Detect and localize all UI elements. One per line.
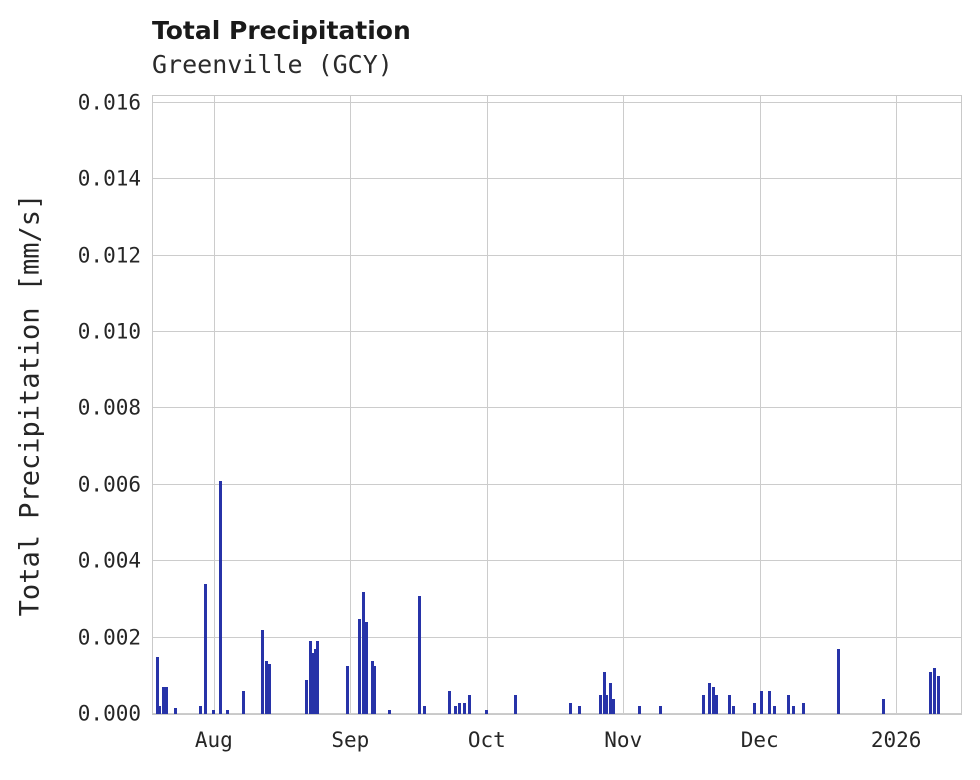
- grid-line-x: [623, 96, 625, 714]
- grid-line-x: [486, 96, 488, 714]
- x-tick-label: Aug: [194, 728, 233, 752]
- precip-bar: [602, 672, 606, 714]
- precip-bar: [309, 641, 313, 714]
- precip-bar: [362, 591, 366, 714]
- precip-bar: [457, 702, 461, 714]
- precip-bar: [467, 694, 471, 714]
- y-tick-label: 0.002: [77, 625, 141, 650]
- precip-bar: [226, 710, 229, 714]
- x-tick-label: Dec: [740, 728, 779, 752]
- precip-bar: [728, 694, 732, 714]
- precip-bar: [732, 706, 736, 714]
- precip-bar: [759, 691, 763, 714]
- precip-bar: [422, 706, 426, 714]
- precip-bar: [388, 710, 392, 714]
- precip-bar: [882, 698, 886, 714]
- grid-line-y: [153, 407, 961, 409]
- precip-bar: [311, 652, 315, 714]
- precip-bar: [463, 702, 467, 714]
- grid-line-x: [213, 96, 215, 714]
- y-tick-label: 0.016: [77, 90, 141, 115]
- precip-bar: [702, 694, 706, 714]
- precip-bar: [204, 584, 208, 714]
- precip-bar: [609, 683, 613, 714]
- grid-line-y: [153, 331, 961, 333]
- precip-bar: [928, 672, 932, 714]
- grid-line-y: [153, 254, 961, 256]
- precip-bar: [358, 618, 362, 714]
- precip-bar: [485, 710, 489, 714]
- precip-bar: [714, 694, 718, 714]
- chart-subtitle: Greenville (GCY): [152, 50, 393, 79]
- y-tick-label: 0.006: [77, 472, 141, 497]
- chart-title: Total Precipitation: [152, 16, 411, 45]
- precip-bar: [773, 706, 777, 714]
- precip-bar: [156, 656, 160, 714]
- grid-line-y: [153, 101, 961, 103]
- precip-bar: [268, 664, 272, 714]
- precip-bar: [158, 706, 162, 714]
- y-tick-label: 0.008: [77, 395, 141, 420]
- y-tick-label: 0.010: [77, 319, 141, 344]
- y-tick-label: 0.000: [77, 701, 141, 726]
- precip-bar: [578, 706, 582, 714]
- precip-bar: [448, 691, 452, 714]
- precip-bar: [174, 708, 178, 714]
- precip-bar: [161, 687, 165, 714]
- x-tick-label: Nov: [604, 728, 643, 752]
- grid-line-x: [759, 96, 761, 714]
- precip-bar: [513, 694, 517, 714]
- precip-bar: [786, 694, 790, 714]
- x-tick-label: Sep: [331, 728, 370, 752]
- precip-bar: [658, 706, 662, 714]
- precip-bar: [365, 622, 369, 714]
- precip-bar: [346, 666, 350, 714]
- precip-bar: [767, 691, 771, 714]
- y-tick-label: 0.014: [77, 166, 141, 191]
- grid-line-x: [896, 96, 898, 714]
- precip-bar: [370, 660, 374, 714]
- precip-bar: [612, 698, 616, 714]
- precip-bar: [711, 687, 715, 714]
- precip-bar: [242, 691, 246, 714]
- precip-bar: [316, 641, 320, 714]
- x-tick-label: 2026: [870, 728, 922, 752]
- precip-bar: [261, 629, 265, 714]
- precip-bar: [752, 702, 756, 714]
- precip-bar: [792, 706, 796, 714]
- precip-bar: [164, 687, 168, 714]
- precip-bar: [598, 694, 602, 714]
- precip-bar: [605, 694, 609, 714]
- precip-bar: [568, 702, 572, 714]
- precip-bar: [219, 481, 223, 714]
- y-tick-label: 0.004: [77, 548, 141, 573]
- precip-bar: [373, 666, 377, 714]
- precip-bar: [198, 706, 202, 714]
- grid-line-y: [153, 636, 961, 638]
- precip-bar: [932, 668, 936, 714]
- grid-line-y: [153, 560, 961, 562]
- precip-bar: [801, 702, 805, 714]
- x-tick-label: Oct: [467, 728, 506, 752]
- precip-bar: [314, 649, 318, 714]
- precip-bar: [638, 706, 642, 714]
- grid-line-y: [153, 178, 961, 180]
- grid-line-x: [350, 96, 352, 714]
- precip-bar: [418, 595, 422, 714]
- plot-area: Aug Sep Oct Nov Dec 2026 0.000 0.002 0.004 0.006 0…: [78, 92, 962, 752]
- grid-line-y: [153, 713, 961, 714]
- precip-bar: [707, 683, 711, 714]
- precip-bar: [453, 706, 457, 714]
- grid-line-y: [153, 483, 961, 485]
- precip-bar: [305, 679, 309, 714]
- y-axis-label: Total Precipitation [mm/s]: [14, 193, 46, 617]
- precip-bar: [264, 660, 268, 714]
- precip-bar: [936, 675, 940, 714]
- precip-bar: [837, 649, 841, 714]
- precip-bar: [212, 710, 216, 714]
- y-tick-label: 0.012: [77, 243, 141, 268]
